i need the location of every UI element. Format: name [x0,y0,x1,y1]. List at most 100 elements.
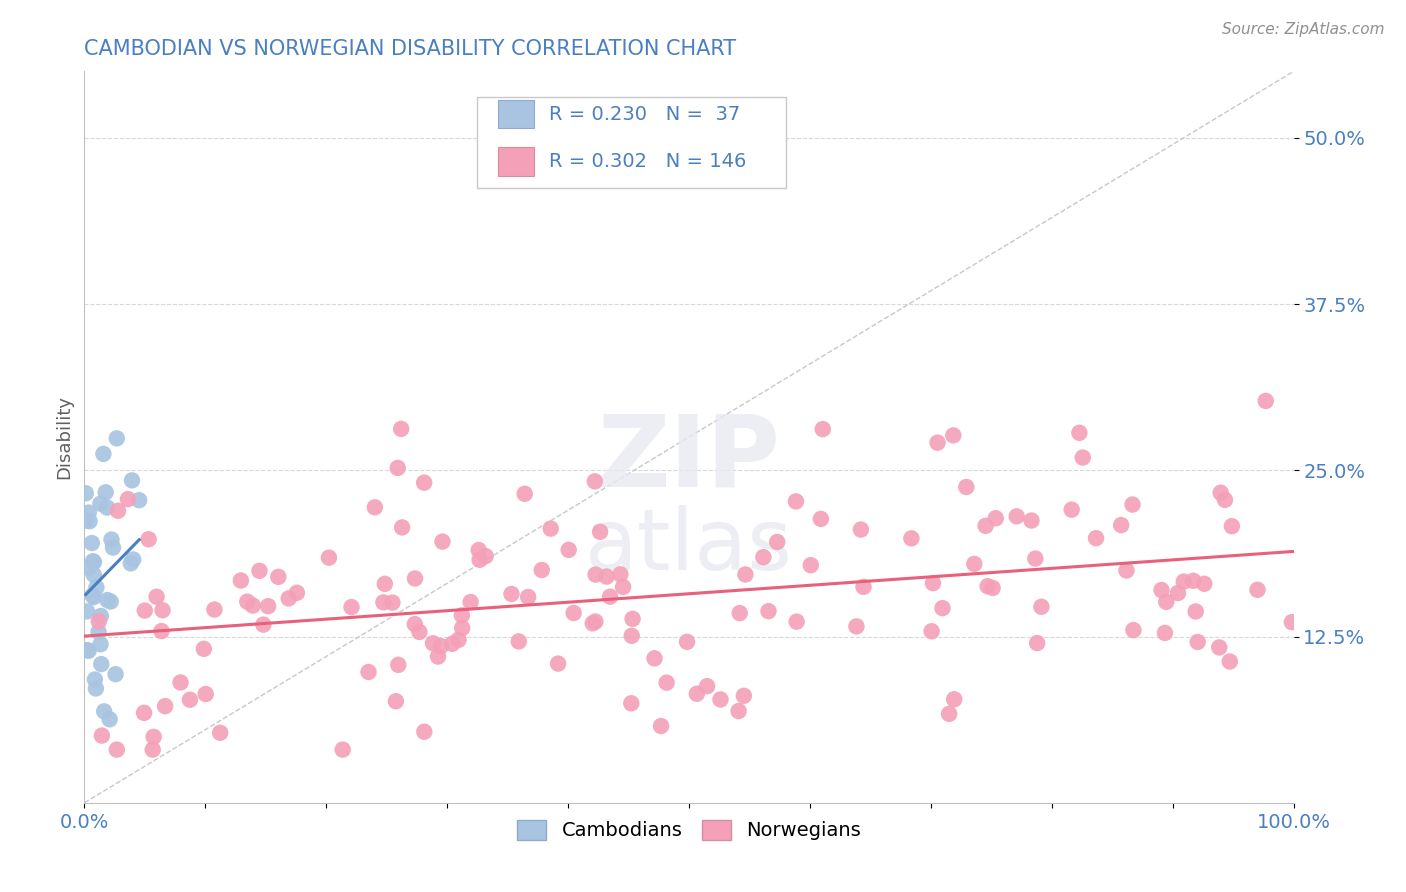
Point [96,500,118,515]
Point [1219,655,1241,669]
Point [381,596,404,610]
Point [441,637,464,651]
Point [101,541,124,555]
Point [728,606,751,620]
Point [142,742,165,756]
Point [373,595,395,609]
Point [86,580,108,594]
Point [599,590,621,604]
Point [83,590,105,604]
Point [1154,595,1177,609]
Point [1220,519,1243,533]
Point [1167,586,1189,600]
Point [90,609,112,624]
Point [1069,425,1091,440]
Point [460,595,482,609]
Point [938,706,960,721]
Point [976,579,998,593]
Point [432,534,454,549]
Point [758,604,780,618]
Point [696,679,718,693]
Point [427,649,450,664]
Point [733,689,755,703]
Point [1150,583,1173,598]
Point [1208,640,1230,655]
Y-axis label: Disability: Disability [55,395,73,479]
Point [1005,509,1028,524]
Point [595,569,617,583]
Point [620,696,643,710]
Point [1115,564,1137,578]
Point [122,552,145,566]
Point [104,667,127,681]
Point [364,500,387,515]
Point [800,558,823,573]
Point [132,706,155,720]
Point [98,712,121,726]
Point [644,651,666,665]
Point [922,576,945,591]
Point [1209,485,1232,500]
Point [1122,623,1144,637]
Point [105,742,128,756]
Point [849,523,872,537]
Point [974,518,997,533]
Point [1026,636,1049,650]
Point [357,665,380,679]
Point [87,615,110,629]
Point [1031,599,1053,614]
Point [766,535,789,549]
Point [236,595,259,609]
Point [785,494,807,508]
Point [413,475,436,490]
Text: R = 0.230   N =  37: R = 0.230 N = 37 [548,104,740,124]
Point [408,624,430,639]
Point [100,594,122,608]
Point [943,692,966,706]
Point [75,486,97,500]
Point [332,742,354,756]
Point [513,487,536,501]
Point [93,704,115,718]
Point [468,553,491,567]
Point [676,635,699,649]
Point [193,641,215,656]
Point [921,624,943,639]
Point [501,587,523,601]
Point [811,422,834,436]
Point [93,447,115,461]
Point [1109,518,1132,533]
Point [90,637,112,651]
Point [153,699,176,714]
Point [202,602,225,616]
Point [942,428,965,442]
Text: Source: ZipAtlas.com: Source: ZipAtlas.com [1222,22,1385,37]
Text: CAMBODIAN VS NORWEGIAN DISABILITY CORRELATION CHART: CAMBODIAN VS NORWEGIAN DISABILITY CORREL… [84,38,737,59]
Point [963,557,986,571]
Point [1154,626,1177,640]
Point [89,497,111,511]
Point [727,704,749,718]
Point [583,475,606,489]
Point [138,533,160,547]
Point [1060,502,1083,516]
Point [1194,576,1216,591]
Point [786,615,808,629]
Point [77,644,100,658]
Point [145,590,167,604]
Point [209,726,232,740]
Point [194,687,217,701]
Point [267,570,290,584]
Point [277,591,299,606]
Point [709,692,731,706]
Point [100,533,122,547]
Point [1254,393,1277,408]
Point [387,461,409,475]
Point [1071,450,1094,465]
Point [77,506,100,520]
Point [900,532,922,546]
Point [117,492,139,507]
Point [655,675,678,690]
FancyBboxPatch shape [478,97,786,188]
Point [621,612,644,626]
